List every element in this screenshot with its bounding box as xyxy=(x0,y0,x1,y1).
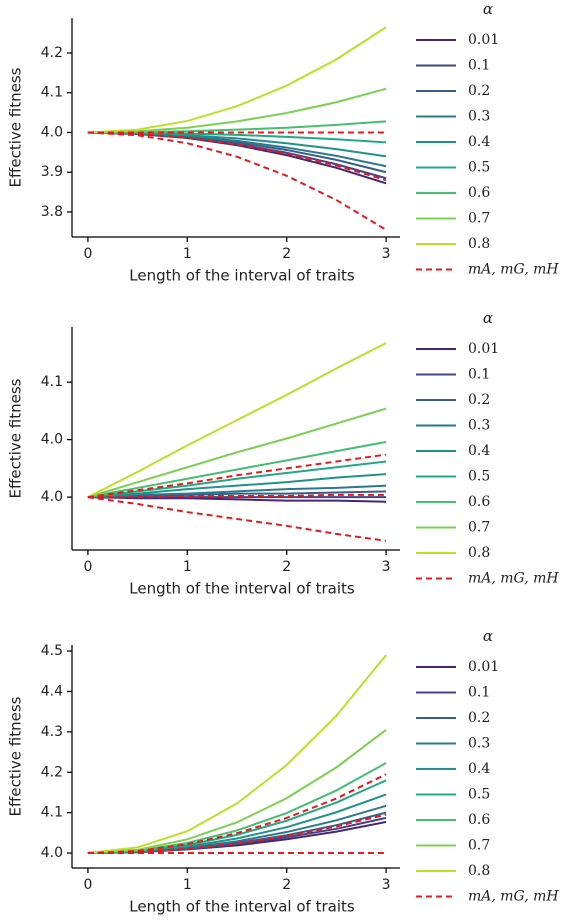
legend-label: 0.01 xyxy=(468,32,499,48)
series-line xyxy=(87,453,387,499)
x-axis-label: Length of the interval of traits xyxy=(129,580,355,598)
series-line xyxy=(87,460,387,499)
legend-label: mA, mG, mH xyxy=(468,262,559,278)
y-tick-label: 4.3 xyxy=(41,724,63,740)
y-tick-label: 4.1 xyxy=(41,805,63,821)
legend-label: 0.6 xyxy=(468,812,490,828)
legend-label: 0.4 xyxy=(468,761,490,777)
legend-label: 0.4 xyxy=(468,134,490,150)
y-tick-label: 4.0 xyxy=(41,489,63,505)
series-line xyxy=(87,729,387,855)
series-line xyxy=(87,407,387,499)
y-tick-label: 4.4 xyxy=(41,683,63,699)
legend-label: 0.5 xyxy=(468,160,490,176)
x-tick-label: 1 xyxy=(183,559,192,575)
panel: 4.0 4.0 4.1 0 1 2 3 Length of the interval of t… xyxy=(7,309,560,598)
y-tick-label: 3.9 xyxy=(41,164,63,180)
y-tick-label: 4.2 xyxy=(41,45,63,61)
legend-label: mA, mG, mH xyxy=(468,571,559,587)
legend-label: 0.7 xyxy=(468,520,490,536)
x-tick-label: 3 xyxy=(382,559,391,575)
panel: 3.8 3.9 4.0 4.1 4.2 0 1 2 3 Length of the interva… xyxy=(7,0,560,285)
y-axis-label: Effective fitness xyxy=(7,67,25,187)
panel: 4.0 4.1 4.2 4.3 4.4 4.5 0 1 2 3 Length of the inte… xyxy=(7,627,560,916)
legend-label: 0.1 xyxy=(468,685,490,701)
series-line xyxy=(87,773,387,855)
y-tick-label: 4.0 xyxy=(41,432,63,448)
legend-label: 0.01 xyxy=(468,341,499,357)
series-line xyxy=(87,473,387,499)
legend-title: α xyxy=(483,627,493,645)
legend-label: 0.3 xyxy=(468,418,490,434)
series-line xyxy=(87,484,387,499)
x-tick-label: 0 xyxy=(83,559,92,575)
series-line xyxy=(87,131,387,182)
legend-label: 0.5 xyxy=(468,469,490,485)
series-line xyxy=(87,813,387,855)
legend-label: 0.7 xyxy=(468,838,490,854)
x-tick-label: 1 xyxy=(183,246,192,262)
y-tick-label: 4.2 xyxy=(41,764,63,780)
legend-label: 0.2 xyxy=(468,710,490,726)
x-axis-label: Length of the interval of traits xyxy=(129,898,355,916)
series-line xyxy=(87,26,387,134)
legend-label: 0.3 xyxy=(468,109,490,125)
legend-label: 0.2 xyxy=(468,392,490,408)
y-tick-label: 4.5 xyxy=(41,643,63,659)
series-line xyxy=(87,87,387,134)
x-tick-label: 2 xyxy=(282,246,291,262)
legend-label: 0.01 xyxy=(468,659,499,675)
y-axis-label: Effective fitness xyxy=(7,696,25,816)
series-line xyxy=(87,131,387,231)
series-line xyxy=(87,496,387,503)
y-tick-label: 4.1 xyxy=(41,374,63,390)
legend-label: 0.5 xyxy=(468,787,490,803)
y-tick-label: 3.8 xyxy=(41,204,63,220)
series-line xyxy=(87,496,387,542)
x-tick-label: 0 xyxy=(83,246,92,262)
legend-label: 0.4 xyxy=(468,443,490,459)
series-line xyxy=(87,654,387,855)
legend-label: 0.8 xyxy=(468,236,490,252)
legend-label: 0.1 xyxy=(468,367,490,383)
legend-label: 0.2 xyxy=(468,83,490,99)
legend-label: 0.6 xyxy=(468,494,490,510)
x-tick-label: 1 xyxy=(183,877,192,893)
legend-label: 0.3 xyxy=(468,736,490,752)
legend-label: 0.1 xyxy=(468,58,490,74)
legend-title: α xyxy=(483,0,493,18)
legend-label: 0.6 xyxy=(468,185,490,201)
x-tick-label: 3 xyxy=(382,246,391,262)
x-tick-label: 0 xyxy=(83,877,92,893)
y-tick-label: 4.1 xyxy=(41,85,63,101)
legend-label: 0.8 xyxy=(468,863,490,879)
y-tick-label: 4.0 xyxy=(41,845,63,861)
legend-label: 0.8 xyxy=(468,545,490,561)
series-line xyxy=(87,440,387,499)
series-line xyxy=(87,490,387,499)
x-tick-label: 2 xyxy=(282,877,291,893)
y-axis-label: Effective fitness xyxy=(7,378,25,498)
legend-title: α xyxy=(483,309,493,327)
legend-label: 0.7 xyxy=(468,211,490,227)
x-tick-label: 2 xyxy=(282,559,291,575)
x-tick-label: 3 xyxy=(382,877,391,893)
series-line xyxy=(87,762,387,855)
series-line xyxy=(87,342,387,499)
y-tick-label: 4.0 xyxy=(41,124,63,140)
x-axis-label: Length of the interval of traits xyxy=(129,267,355,285)
legend-label: mA, mG, mH xyxy=(468,889,559,905)
